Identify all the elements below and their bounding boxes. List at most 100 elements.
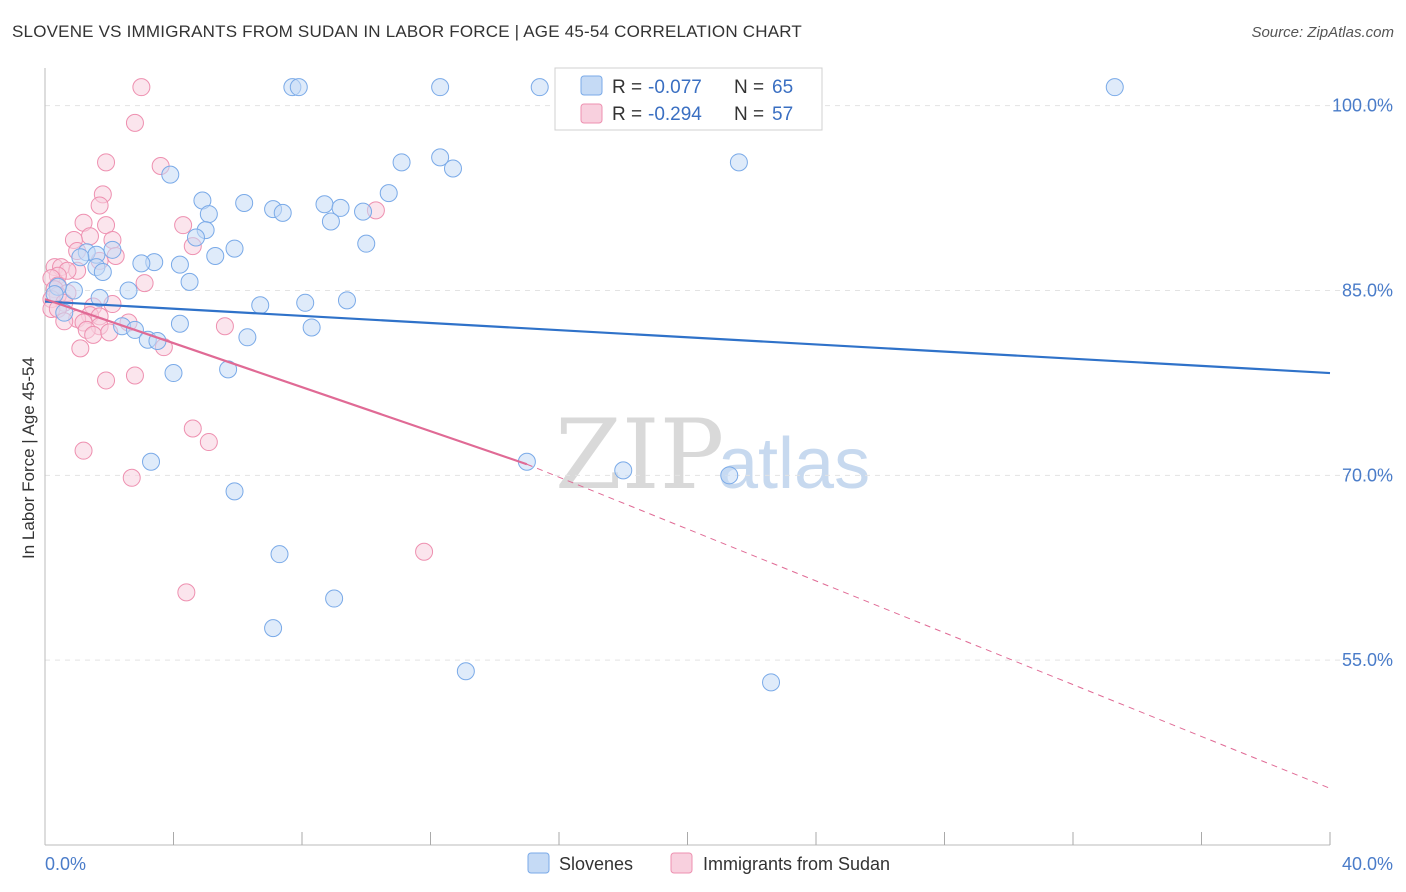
sudan-point	[71, 339, 90, 358]
slovenes-point	[720, 466, 739, 485]
slovenes-point	[170, 314, 189, 333]
slovenes-point	[161, 165, 180, 184]
sudan-point	[80, 227, 99, 246]
sudan-point	[97, 153, 116, 172]
slovenes-point	[443, 159, 462, 178]
slovenes-point	[729, 153, 748, 172]
slovenes-point	[270, 545, 289, 564]
slovenes-point	[119, 281, 138, 300]
sudan-point	[135, 274, 154, 293]
slovenes-point	[164, 364, 183, 383]
y-tick-label: 55.0%	[1342, 650, 1393, 670]
sudan-point	[84, 325, 103, 344]
gridlines	[45, 105, 1393, 661]
slovenes-point	[379, 184, 398, 203]
y-tick-label: 85.0%	[1342, 280, 1393, 300]
x-tick-label-max: 40.0%	[1342, 854, 1393, 874]
slovenes-point	[170, 255, 189, 274]
slovenes-point	[264, 619, 283, 638]
sudan-point	[125, 366, 144, 385]
sudan-point	[74, 441, 93, 460]
source-note: Source: ZipAtlas.com	[1251, 24, 1394, 41]
slovenes-point	[90, 288, 109, 307]
sudan-point	[125, 113, 144, 132]
slovenes-point	[392, 153, 411, 172]
slovenes-point	[1105, 78, 1124, 97]
slovenes-point	[132, 254, 151, 273]
slovenes-point	[64, 281, 83, 300]
sudan-point	[215, 317, 234, 336]
x-tick-label-min: 0.0%	[45, 854, 86, 874]
slovenes-point	[186, 228, 205, 247]
series-legend: Slovenes Immigrants from Sudan	[527, 852, 890, 874]
legend-r-label-sudan: R =	[612, 104, 642, 125]
stats-legend: R = -0.077 N = 65 R = -0.294 N = 57	[554, 67, 823, 131]
y-tick-label: 100.0%	[1332, 96, 1393, 116]
legend-n-label-sudan: N =	[734, 104, 764, 125]
slovenes-point	[325, 589, 344, 608]
slovenes-point	[431, 78, 450, 97]
slovenes-point	[302, 318, 321, 337]
sudan-point	[199, 433, 218, 452]
slovenes-point	[93, 263, 112, 281]
legend-swatch-sudan	[580, 103, 603, 124]
slovenes-point	[289, 78, 308, 97]
series-legend-swatch-slovenes	[527, 852, 550, 874]
slovenes-point	[55, 303, 74, 322]
slovenes-point	[206, 246, 225, 265]
slovenes-point	[331, 198, 350, 217]
slovenes-point	[251, 296, 270, 315]
slovenes-point	[238, 328, 257, 347]
legend-r-label-slovenes: R =	[612, 77, 642, 98]
slovenes-point	[530, 78, 549, 97]
slovenes-point	[354, 202, 373, 221]
sudan-point	[122, 468, 141, 487]
watermark-atlas: atlas	[718, 424, 870, 504]
slovenes-point	[296, 293, 315, 312]
legend-n-label-slovenes: N =	[734, 77, 764, 98]
sudan-trend-line	[44, 298, 528, 466]
sudan-point	[415, 542, 434, 561]
sudan-point	[90, 196, 109, 215]
slovenes-point	[225, 482, 244, 501]
slovenes-point	[614, 461, 633, 480]
series-legend-label-slovenes: Slovenes	[559, 854, 633, 874]
slovenes-point	[235, 193, 254, 212]
chart-title: SLOVENE VS IMMIGRANTS FROM SUDAN IN LABO…	[12, 22, 802, 41]
series-slovenes-points	[45, 78, 1124, 692]
slovenes-point	[762, 673, 781, 692]
slovenes-point	[337, 291, 356, 310]
sudan-trend-extension	[526, 463, 1331, 789]
slovenes-point	[180, 272, 199, 291]
sudan-point	[97, 371, 116, 390]
slovenes-point	[199, 205, 218, 224]
sudan-point	[177, 583, 196, 602]
slovenes-point	[225, 239, 244, 258]
slovenes-point	[321, 212, 340, 231]
legend-swatch-slovenes	[580, 75, 603, 96]
sudan-point	[174, 216, 193, 235]
y-tick-label: 70.0%	[1342, 465, 1393, 485]
slovenes-point	[103, 240, 122, 259]
y-tick-labels: 55.0% 70.0% 85.0% 100.0%	[1332, 96, 1393, 671]
series-legend-swatch-sudan	[670, 852, 693, 874]
slovenes-point	[431, 148, 450, 167]
slovenes-point	[315, 195, 334, 214]
legend-n-value-slovenes: 65	[772, 77, 793, 98]
watermark-zip: ZIP	[555, 399, 724, 511]
sudan-point	[183, 419, 202, 438]
slovenes-point	[357, 234, 376, 253]
slovenes-point	[142, 452, 161, 471]
y-axis-label: In Labor Force | Age 45-54	[19, 357, 38, 559]
series-legend-label-sudan: Immigrants from Sudan	[703, 854, 890, 874]
series-sudan-points	[42, 78, 434, 602]
slovenes-point	[273, 203, 292, 222]
legend-r-value-sudan: -0.294	[648, 104, 702, 125]
slovenes-trend-line	[44, 300, 1331, 375]
sudan-point	[132, 78, 151, 97]
legend-r-value-slovenes: -0.077	[648, 77, 702, 98]
slovenes-point	[71, 248, 90, 267]
trend-lines	[44, 298, 1331, 789]
x-axis-ticks	[173, 832, 1331, 845]
